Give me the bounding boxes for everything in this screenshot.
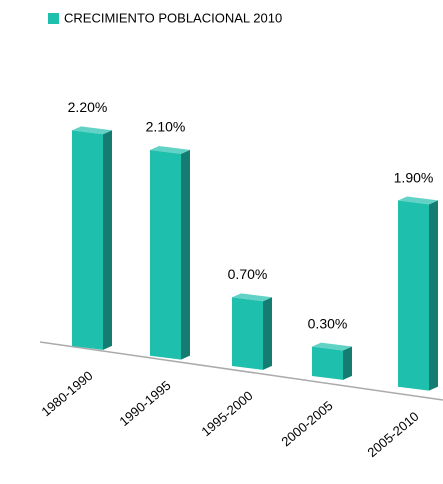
bar [72, 130, 103, 350]
bar-top [312, 342, 352, 351]
bar-top [398, 196, 438, 205]
data-label: 0.70% [228, 266, 268, 282]
bar-top [72, 126, 112, 135]
x-tick-label: 1995-2000 [198, 388, 255, 439]
bar [150, 149, 181, 360]
bar-side [429, 200, 438, 391]
bar-top [150, 145, 190, 154]
data-label: 0.30% [308, 315, 348, 331]
data-label: 2.20% [68, 99, 108, 115]
legend-label: CRECIMIENTO POBLACIONAL 2010 [64, 10, 282, 25]
bar-side [343, 346, 352, 380]
bar-side [181, 149, 190, 360]
bar [232, 297, 263, 370]
floor-line [39, 341, 443, 401]
x-tick-label: 1990-1995 [116, 378, 173, 429]
x-tick-label: 1980-1990 [38, 368, 95, 419]
x-tick-label: 2005-2010 [364, 409, 421, 460]
bar-top [232, 293, 272, 302]
legend-swatch [48, 13, 59, 24]
bar [312, 346, 343, 380]
bar-side [103, 130, 112, 350]
x-tick-label: 2000-2005 [278, 398, 335, 449]
bar [398, 200, 429, 391]
data-label: 1.90% [394, 169, 434, 185]
bar-side [263, 297, 272, 370]
data-label: 2.10% [146, 119, 186, 135]
